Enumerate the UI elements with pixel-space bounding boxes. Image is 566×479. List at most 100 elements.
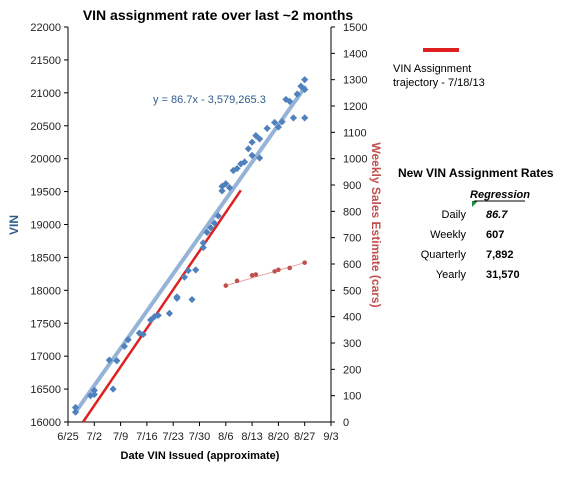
y2-tick-label: 200: [343, 364, 361, 376]
rates-table: New VIN Assignment Rates Regression Dail…: [398, 166, 554, 281]
y-tick-label: 22000: [30, 22, 61, 34]
x-tick-label: 8/13: [241, 431, 262, 443]
sales-point: [302, 260, 308, 265]
y-tick-label: 18500: [30, 252, 61, 264]
vin-point: [297, 82, 305, 90]
y-tick-label: 19500: [30, 187, 61, 199]
y2-tick-label: 900: [343, 180, 361, 192]
vin-point: [301, 114, 309, 122]
x-ticks: 6/25 7/2 7/9 7/16 7/23 7/30 8/6 8/13 8/20 8/27 9/3: [57, 422, 339, 443]
vin-point: [274, 123, 282, 131]
y-tick-label: 17000: [30, 351, 61, 363]
x-tick-label: 7/2: [87, 431, 102, 443]
vin-point: [301, 85, 309, 94]
vin-point: [271, 118, 279, 127]
y2-tick-label: 700: [343, 233, 361, 245]
rates-label-quarterly: Quarterly: [421, 249, 467, 261]
vin-point: [218, 187, 226, 195]
rates-label-daily: Daily: [442, 209, 467, 221]
vin-point: [256, 154, 264, 162]
vin-point: [207, 224, 215, 232]
vin-point: [210, 219, 219, 227]
vin-point: [222, 180, 230, 188]
axes: [67, 27, 332, 423]
vin-point: [90, 390, 98, 398]
vin-point: [199, 239, 207, 247]
vin-point: [90, 386, 98, 394]
x-tick-label: 8/20: [268, 431, 289, 443]
vin-point: [199, 243, 207, 252]
rates-value-quarterly: 7,892: [486, 249, 514, 261]
y2-tick-label: 600: [343, 259, 361, 271]
sales-point: [223, 283, 229, 288]
vin-point: [278, 118, 286, 126]
vin-point: [248, 151, 256, 159]
vin-point: [173, 293, 181, 301]
x-tick-label: 7/9: [113, 431, 128, 443]
chart-title: VIN assignment rate over last ~2 months: [83, 7, 354, 23]
y-axis-title: VIN: [7, 215, 21, 235]
y2-tick-label: 800: [343, 206, 361, 218]
rates-value-weekly: 607: [486, 229, 504, 241]
sales-point: [234, 278, 240, 284]
vin-point: [233, 164, 241, 173]
x-axis-title: Date VIN Issued (approximate): [121, 450, 280, 462]
vin-point: [120, 342, 128, 350]
y2-tick-label: 0: [343, 417, 349, 429]
y-tick-label: 21000: [30, 88, 61, 100]
x-tick-label: 9/3: [323, 431, 338, 443]
sales-point: [287, 265, 292, 271]
vin-point: [184, 266, 192, 275]
trajectory-line: [81, 189, 242, 423]
y-tick-label: 16500: [30, 384, 61, 396]
vin-point: [147, 316, 155, 324]
rates-column-header: Regression: [470, 189, 530, 201]
vin-point: [165, 309, 174, 317]
x-tick-label: 8/27: [294, 431, 315, 443]
y2-tick-label: 1200: [343, 101, 367, 113]
vin-point: [256, 135, 264, 143]
sales-point: [253, 272, 259, 277]
right-ticks: 0 100 200 300 400 500 600 700 800 900 1000 1100 1200…: [331, 22, 367, 429]
y2-tick-label: 1500: [343, 22, 367, 34]
y-tick-label: 18000: [30, 285, 61, 297]
rates-value-yearly: 31,570: [486, 269, 520, 281]
y2-axis-title: Weekly Sales Estimate (cars): [369, 142, 383, 307]
y2-tick-label: 300: [343, 338, 361, 350]
y-tick-label: 16000: [30, 417, 61, 429]
vin-point: [301, 76, 309, 84]
x-tick-label: 8/6: [218, 431, 233, 443]
vin-point: [105, 356, 113, 364]
legend: VIN Assignment trajectory - 7/18/13: [393, 48, 485, 89]
y2-tick-label: 100: [343, 391, 361, 403]
legend-label-line2: trajectory - 7/18/13: [393, 77, 485, 89]
vin-point: [192, 266, 200, 274]
rates-label-yearly: Yearly: [436, 269, 467, 281]
sales-point: [249, 273, 255, 278]
y-tick-label: 20000: [30, 154, 61, 166]
vin-point: [240, 158, 249, 166]
sales-point: [276, 267, 281, 273]
x-tick-label: 7/23: [162, 431, 183, 443]
x-tick-label: 7/16: [136, 431, 157, 443]
vin-point: [282, 95, 290, 104]
corner-marker-icon: [472, 201, 478, 207]
y2-tick-label: 500: [343, 285, 361, 297]
vin-point: [188, 295, 196, 304]
vin-point: [203, 228, 211, 236]
x-tick-label: 7/30: [189, 431, 210, 443]
y2-tick-label: 1100: [343, 127, 367, 139]
vin-point: [263, 124, 271, 132]
y2-tick-label: 1400: [343, 48, 367, 60]
y-tick-label: 21500: [30, 55, 61, 67]
y2-tick-label: 400: [343, 312, 361, 324]
vin-point: [113, 357, 121, 365]
rates-title: New VIN Assignment Rates: [398, 166, 554, 180]
y-tick-label: 19000: [30, 220, 61, 232]
x-tick-label: 6/25: [57, 431, 78, 443]
vin-point: [286, 97, 294, 105]
series-layer: [71, 76, 309, 423]
vin-point: [248, 138, 256, 146]
rates-value-daily: 86.7: [486, 209, 508, 221]
